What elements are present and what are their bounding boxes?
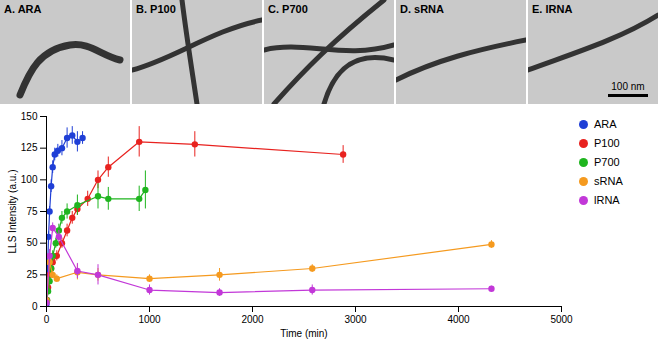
svg-text:2000: 2000 [241, 314, 264, 325]
svg-text:4000: 4000 [447, 314, 470, 325]
html-text:sRNA: sRNA [594, 175, 623, 187]
svg-text:150: 150 [21, 111, 38, 122]
svg-text:125: 125 [21, 142, 38, 153]
html-text:lRNA: lRNA [594, 194, 620, 206]
svg-text:75: 75 [26, 206, 38, 217]
svg-text:0: 0 [44, 314, 50, 325]
svg-text:C. P700: C. P700 [268, 3, 308, 15]
svg-text:D. sRNA: D. sRNA [400, 3, 444, 15]
html-text:ARA: ARA [594, 118, 617, 130]
svg-text:25: 25 [26, 269, 38, 280]
svg-text:50: 50 [26, 237, 38, 248]
svg-text:B. P100: B. P100 [136, 3, 176, 15]
svg-text:100 nm: 100 nm [611, 81, 644, 92]
html-text:P700: P700 [594, 156, 620, 168]
svg-text:LLS Intensity (a.u.): LLS Intensity (a.u.) [7, 170, 18, 254]
svg-text:E. lRNA: E. lRNA [532, 3, 572, 15]
svg-text:A. ARA: A. ARA [4, 3, 42, 15]
svg-text:1000: 1000 [138, 314, 161, 325]
svg-text:100: 100 [21, 174, 38, 185]
html-text:P100: P100 [594, 137, 620, 149]
svg-text:0: 0 [32, 301, 38, 312]
svg-text:Time (min): Time (min) [280, 328, 327, 339]
svg-text:3000: 3000 [344, 314, 367, 325]
svg-text:5000: 5000 [550, 314, 573, 325]
